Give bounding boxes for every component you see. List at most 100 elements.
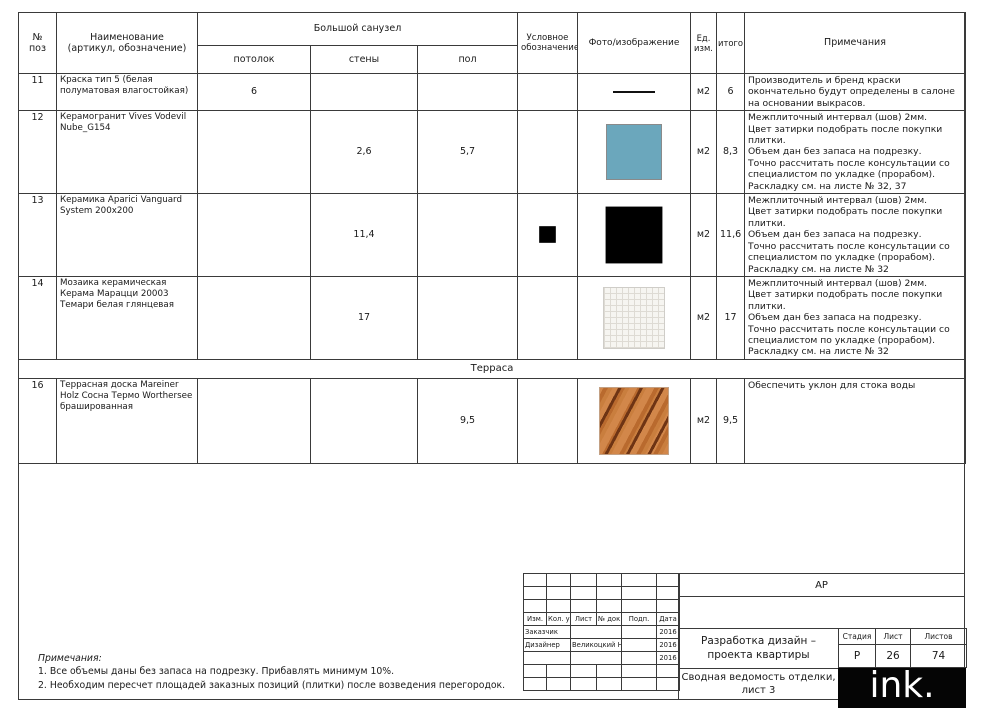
row-pos: 11: [18, 72, 57, 112]
sign-date: 2016: [656, 651, 680, 665]
ink-logo: ink.: [838, 668, 966, 708]
star-tile-photo: [605, 206, 663, 264]
row-notes: Обеспечить уклон для стока воды: [744, 377, 966, 464]
sheet-label: Лист: [875, 628, 911, 645]
col-header-total: итого: [716, 12, 745, 74]
stage-sheet-table: Стадия Лист Листов Р 26 74: [838, 628, 967, 668]
col-header-symbol: Условное обозначение: [517, 12, 578, 74]
row-name: Террасная доска Mareiner Holz Сосна Терм…: [56, 377, 198, 464]
row-notes: Межплиточный интервал (шов) 2мм. Цвет за…: [744, 110, 966, 195]
unit: м2: [690, 193, 717, 277]
col-header-pos: № поз: [18, 12, 57, 74]
row-name: Мозаика керамическая Керама Марацци 2000…: [56, 275, 198, 360]
col-header-notes: Примечания: [744, 12, 966, 74]
col-podp: Подп.: [621, 612, 657, 626]
teal-tile-photo: [606, 124, 662, 181]
col-header-group-bathroom: Большой санузел: [197, 12, 518, 46]
qty-walls: 17: [310, 275, 418, 360]
sign-name: [570, 651, 622, 665]
document-title: Сводная ведомость отделки, лист 3: [678, 668, 839, 700]
row-pos: 13: [18, 193, 57, 277]
col-header-photo: Фото/изображение: [577, 12, 691, 74]
row-name: Керамика Aparici Vanguard System 200x200: [56, 193, 198, 277]
total: 8,3: [716, 110, 745, 195]
col-kol-uch: Кол. уч.: [546, 612, 571, 626]
qty-ceiling: 6: [197, 72, 311, 112]
col-header-unit: Ед. изм.: [690, 12, 717, 74]
col-izm: Изм.: [523, 612, 547, 626]
sign-row: Дизайнер Великоцкий Н. 2016: [523, 638, 680, 652]
project-title: Разработка дизайн – проекта квартиры: [678, 628, 839, 669]
total: 9,5: [716, 377, 745, 464]
sign-role: Заказчик: [523, 625, 571, 639]
qty-floor: [417, 275, 518, 360]
table-row: 13 Керамика Aparici Vanguard System 200x…: [18, 193, 966, 277]
total: 11,6: [716, 193, 745, 277]
section-label: Терраса: [18, 358, 966, 379]
qty-walls: 11,4: [310, 193, 418, 277]
col-list: Лист: [570, 612, 597, 626]
sign-date: 2016: [656, 638, 680, 652]
sign-role: Дизайнер: [523, 638, 571, 652]
row-pos: 14: [18, 275, 57, 360]
qty-walls: [310, 377, 418, 464]
row-notes: Межплиточный интервал (шов) 2мм. Цвет за…: [744, 193, 966, 277]
sign-date: 2016: [656, 625, 680, 639]
header-row-2: потолок стены пол: [19, 45, 966, 74]
row-pos: 16: [18, 377, 57, 464]
dash-placeholder-icon: [613, 91, 655, 94]
unit: м2: [690, 275, 717, 360]
sign-row: Заказчик 2016: [523, 625, 680, 639]
table-row: 11 Краска тип 5 (белая полуматовая влаго…: [18, 72, 966, 112]
row-notes: Межплиточный интервал (шов) 2мм. Цвет за…: [744, 275, 966, 360]
row-notes: Производитель и бренд краски окончательн…: [744, 72, 966, 112]
stage-value: Р: [838, 644, 876, 668]
col-header-floor: пол: [417, 45, 518, 74]
qty-ceiling: [197, 377, 311, 464]
qty-floor: 5,7: [417, 110, 518, 195]
sign-name: Великоцкий Н.: [570, 638, 622, 652]
qty-floor: 9,5: [417, 377, 518, 464]
title-block: Изм. Кол. уч. Лист № док. Подп. Дата Зак…: [523, 573, 967, 708]
qty-ceiling: [197, 110, 311, 195]
sheet-number: 26: [875, 644, 911, 668]
qty-walls: 2,6: [310, 110, 418, 195]
col-header-walls: стены: [310, 45, 418, 74]
footnote-item: 2. Необходим пересчет площадей заказных …: [38, 679, 506, 691]
col-ndok: № док.: [596, 612, 622, 626]
col-data: Дата: [656, 612, 680, 626]
qty-ceiling: [197, 275, 311, 360]
finish-schedule-table: № поз Наименование (артикул, обозначение…: [18, 12, 966, 464]
total: 6: [716, 72, 745, 112]
sign-row: 2016: [523, 651, 680, 665]
unit: м2: [690, 377, 717, 464]
qty-walls: [310, 72, 418, 112]
star-tile-small-icon: [539, 226, 556, 244]
titleblock-blank-cell: [678, 596, 965, 629]
stage-header-row: Стадия Лист Листов: [838, 628, 967, 645]
sheets-total: 74: [910, 644, 967, 668]
stage-label: Стадия: [838, 628, 876, 645]
sign-name: [570, 625, 622, 639]
unit: м2: [690, 110, 717, 195]
footnote-item: 1. Все объемы даны без запаса на подрезк…: [38, 666, 395, 678]
section-row-terrace: Терраса: [18, 358, 966, 379]
qty-ceiling: [197, 193, 311, 277]
qty-floor: [417, 72, 518, 112]
unit: м2: [690, 72, 717, 112]
revision-sign-table: Изм. Кол. уч. Лист № док. Подп. Дата Зак…: [523, 573, 680, 691]
white-mosaic-photo: [603, 286, 665, 349]
stage-value-row: Р 26 74: [838, 644, 967, 668]
footnotes-title: Примечания:: [38, 653, 102, 664]
wood-deck-photo: [599, 386, 669, 455]
row-name: Краска тип 5 (белая полуматовая влагосто…: [56, 72, 198, 112]
row-pos: 12: [18, 110, 57, 195]
sign-header-row: Изм. Кол. уч. Лист № док. Подп. Дата: [523, 612, 680, 626]
header-row-1: № поз Наименование (артикул, обозначение…: [18, 12, 966, 74]
sheets-label: Листов: [910, 628, 967, 645]
table-row: 12 Керамогранит Vives Vodevil Nube_G154 …: [18, 110, 966, 195]
project-code: АР: [678, 573, 965, 597]
qty-floor: [417, 193, 518, 277]
total: 17: [716, 275, 745, 360]
